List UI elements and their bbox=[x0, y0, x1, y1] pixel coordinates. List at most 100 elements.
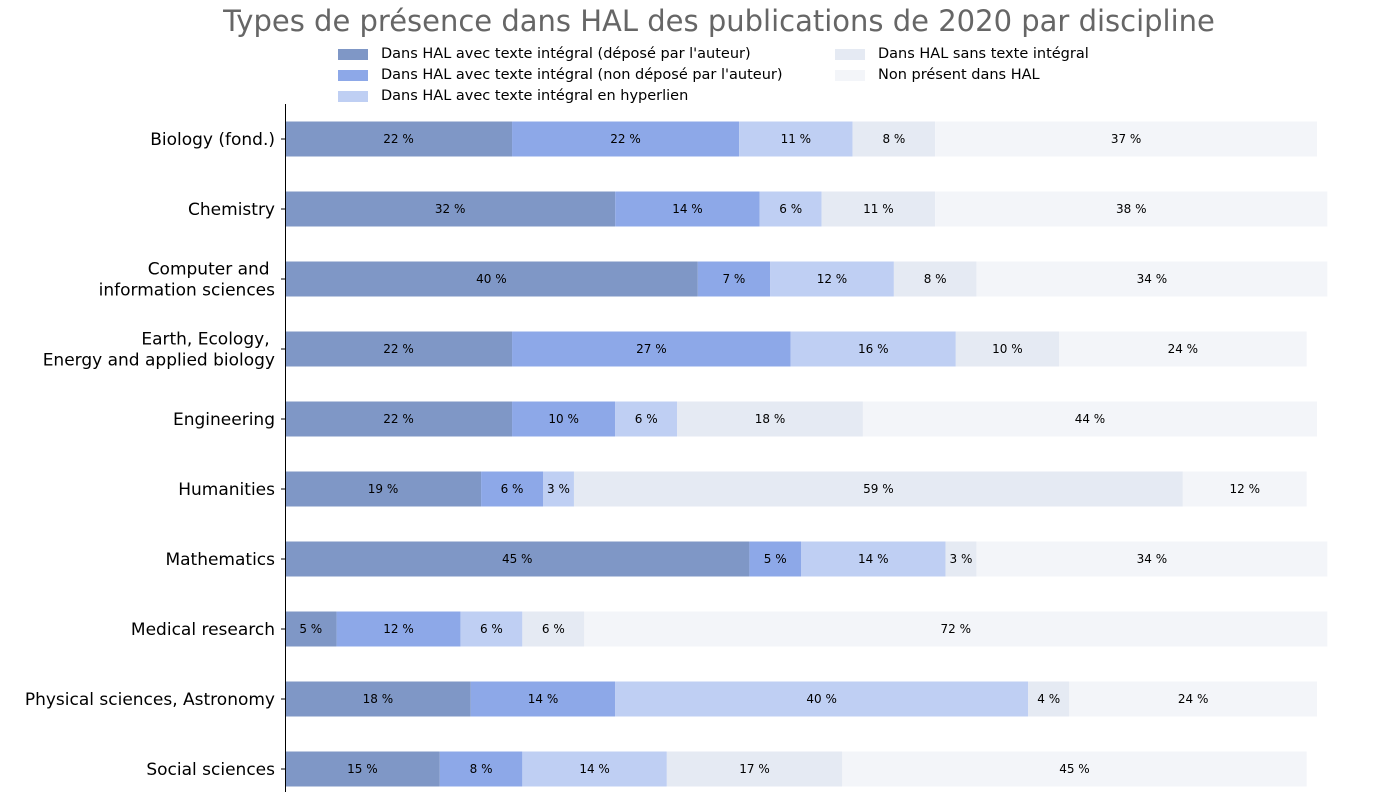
legend-swatch-not-deposited bbox=[338, 69, 368, 81]
bar-segment-medical-research-s4 bbox=[584, 611, 1328, 647]
legend-swatch-hyperlink bbox=[338, 90, 368, 102]
data-label-chemistry-s0: 32 % bbox=[435, 202, 466, 216]
category-label-chemistry: Chemistry bbox=[188, 200, 275, 220]
data-label-computer-and-information-sciences-s4: 34 % bbox=[1137, 272, 1168, 286]
bar-segment-engineering-s3 bbox=[677, 401, 863, 437]
data-label-social-sciences-s4: 45 % bbox=[1059, 762, 1090, 776]
bar-segment-medical-research-s3 bbox=[522, 611, 585, 647]
bar-segment-medical-research-s1 bbox=[336, 611, 461, 647]
bar-segment-engineering-s1 bbox=[512, 401, 616, 437]
legend-swatch-not-in-hal bbox=[835, 69, 865, 81]
legend-item-not-in-hal: Non présent dans HAL bbox=[835, 65, 1040, 85]
data-label-chemistry-s1: 14 % bbox=[672, 202, 703, 216]
legend-item-no-fulltext: Dans HAL sans texte intégral bbox=[835, 44, 1089, 64]
bar-segment-mathematics-s3 bbox=[945, 541, 977, 577]
bar-segment-mathematics-s1 bbox=[749, 541, 801, 577]
data-label-medical-research-s3: 6 % bbox=[542, 622, 565, 636]
legend-label-hyperlink: Dans HAL avec texte intégral en hyperlie… bbox=[381, 88, 689, 104]
data-label-physical-sciences-astronomy-s3: 4 % bbox=[1037, 692, 1060, 706]
data-label-computer-and-information-sciences-s0: 40 % bbox=[476, 272, 507, 286]
bar-segment-chemistry-s3 bbox=[821, 191, 936, 227]
data-label-humanities-s0: 19 % bbox=[368, 482, 399, 496]
bar-segment-biology-fond-s4 bbox=[935, 121, 1317, 157]
bar-segment-humanities-s0 bbox=[285, 471, 482, 507]
data-label-earth-ecology-energy-and-applied-biology-s4: 24 % bbox=[1168, 342, 1199, 356]
bar-segment-physical-sciences-astronomy-s2 bbox=[615, 681, 1029, 717]
data-label-computer-and-information-sciences-s1: 7 % bbox=[722, 272, 745, 286]
category-label-biology-fond: Biology (fond.) bbox=[150, 130, 275, 150]
data-label-mathematics-s1: 5 % bbox=[764, 552, 787, 566]
data-label-medical-research-s0: 5 % bbox=[299, 622, 322, 636]
data-label-physical-sciences-astronomy-s0: 18 % bbox=[363, 692, 394, 706]
data-label-social-sciences-s0: 15 % bbox=[347, 762, 378, 776]
legend-swatch-no-fulltext bbox=[835, 48, 865, 60]
data-label-medical-research-s2: 6 % bbox=[480, 622, 503, 636]
bar-segment-earth-ecology-energy-and-applied-biology-s3 bbox=[955, 331, 1059, 367]
bar-segment-humanities-s4 bbox=[1182, 471, 1307, 507]
bar-segment-earth-ecology-energy-and-applied-biology-s1 bbox=[512, 331, 791, 367]
bar-segment-medical-research-s0 bbox=[285, 611, 337, 647]
bar-segment-mathematics-s4 bbox=[976, 541, 1328, 577]
data-label-computer-and-information-sciences-s3: 8 % bbox=[924, 272, 947, 286]
chart-title: Types de présence dans HAL des publicati… bbox=[223, 4, 1215, 38]
data-label-mathematics-s4: 34 % bbox=[1137, 552, 1168, 566]
category-label-medical-research: Medical research bbox=[131, 620, 275, 640]
bar-segment-engineering-s0 bbox=[285, 401, 513, 437]
data-label-biology-fond-s1: 22 % bbox=[610, 132, 641, 146]
bar-segment-social-sciences-s4 bbox=[842, 751, 1307, 787]
legend-item-hyperlink: Dans HAL avec texte intégral en hyperlie… bbox=[338, 86, 688, 106]
bar-segment-humanities-s1 bbox=[481, 471, 543, 507]
legend-label-not-deposited: Dans HAL avec texte intégral (non déposé… bbox=[381, 67, 783, 83]
category-label-physical-sciences-astronomy: Physical sciences, Astronomy bbox=[25, 690, 275, 710]
bar-segment-chemistry-s2 bbox=[759, 191, 822, 227]
data-label-humanities-s1: 6 % bbox=[501, 482, 524, 496]
bar-segment-computer-and-information-sciences-s2 bbox=[770, 261, 894, 297]
data-label-engineering-s1: 10 % bbox=[548, 412, 579, 426]
data-label-mathematics-s3: 3 % bbox=[950, 552, 973, 566]
bar-segment-computer-and-information-sciences-s1 bbox=[697, 261, 771, 297]
data-label-engineering-s0: 22 % bbox=[383, 412, 414, 426]
bar-segment-physical-sciences-astronomy-s0 bbox=[285, 681, 471, 717]
bar-segment-chemistry-s1 bbox=[615, 191, 760, 227]
bar-segment-biology-fond-s1 bbox=[512, 121, 740, 157]
bar-segment-engineering-s4 bbox=[862, 401, 1317, 437]
data-label-biology-fond-s3: 8 % bbox=[882, 132, 905, 146]
bar-segment-biology-fond-s2 bbox=[739, 121, 853, 157]
bar-segment-medical-research-s2 bbox=[460, 611, 523, 647]
data-label-earth-ecology-energy-and-applied-biology-s1: 27 % bbox=[636, 342, 667, 356]
data-label-chemistry-s3: 11 % bbox=[863, 202, 894, 216]
bar-segment-mathematics-s0 bbox=[285, 541, 750, 577]
bar-segment-physical-sciences-astronomy-s3 bbox=[1028, 681, 1070, 717]
bar-segment-physical-sciences-astronomy-s4 bbox=[1069, 681, 1317, 717]
data-label-biology-fond-s4: 37 % bbox=[1111, 132, 1142, 146]
data-label-social-sciences-s2: 14 % bbox=[579, 762, 610, 776]
bar-segment-chemistry-s4 bbox=[935, 191, 1328, 227]
category-label-social-sciences: Social sciences bbox=[146, 760, 275, 780]
data-label-chemistry-s2: 6 % bbox=[779, 202, 802, 216]
category-label-computer-and-information-sciences: Computer and information sciences bbox=[99, 260, 275, 301]
bar-segment-earth-ecology-energy-and-applied-biology-s4 bbox=[1059, 331, 1307, 367]
category-label-earth-ecology-energy-and-applied-biology: Earth, Ecology, Energy and applied biolo… bbox=[43, 330, 275, 371]
bar-segment-chemistry-s0 bbox=[285, 191, 616, 227]
data-label-humanities-s3: 59 % bbox=[863, 482, 894, 496]
bar-segment-humanities-s3 bbox=[573, 471, 1183, 507]
bar-segment-physical-sciences-astronomy-s1 bbox=[470, 681, 616, 717]
bar-segment-earth-ecology-energy-and-applied-biology-s0 bbox=[285, 331, 513, 367]
data-label-earth-ecology-energy-and-applied-biology-s2: 16 % bbox=[858, 342, 889, 356]
data-label-computer-and-information-sciences-s2: 12 % bbox=[817, 272, 848, 286]
data-label-social-sciences-s1: 8 % bbox=[470, 762, 493, 776]
category-label-mathematics: Mathematics bbox=[165, 550, 275, 570]
data-label-humanities-s4: 12 % bbox=[1230, 482, 1261, 496]
bar-segment-mathematics-s2 bbox=[801, 541, 946, 577]
bar-segment-biology-fond-s3 bbox=[852, 121, 936, 157]
data-label-mathematics-s2: 14 % bbox=[858, 552, 889, 566]
legend-item-not-deposited: Dans HAL avec texte intégral (non déposé… bbox=[338, 65, 783, 85]
data-label-engineering-s4: 44 % bbox=[1075, 412, 1106, 426]
legend-label-no-fulltext: Dans HAL sans texte intégral bbox=[878, 46, 1089, 62]
bar-segment-computer-and-information-sciences-s3 bbox=[893, 261, 977, 297]
bar-segment-humanities-s2 bbox=[543, 471, 574, 507]
data-label-earth-ecology-energy-and-applied-biology-s0: 22 % bbox=[383, 342, 414, 356]
bar-segment-computer-and-information-sciences-s0 bbox=[285, 261, 698, 297]
data-label-mathematics-s0: 45 % bbox=[502, 552, 533, 566]
